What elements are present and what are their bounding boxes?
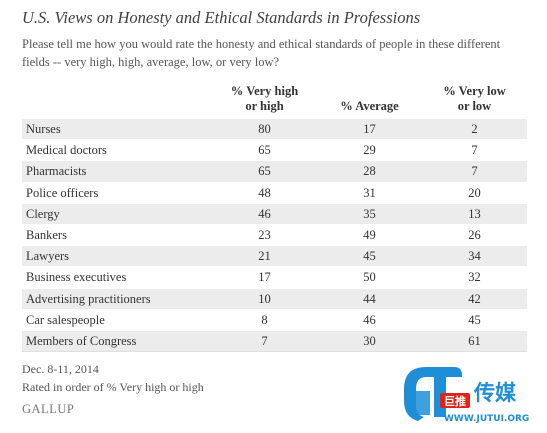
cell-very-high-or-high: 8 (212, 308, 317, 331)
footnote-order: Rated in order of % Very high or high (22, 380, 204, 394)
cell-very-low-or-low: 26 (422, 223, 527, 246)
cell-average: 29 (317, 139, 422, 161)
cell-label: Pharmacists (22, 160, 212, 183)
watermark-title: 传媒 (473, 381, 517, 405)
cell-very-low-or-low: 32 (422, 266, 527, 288)
cell-average: 50 (317, 266, 422, 288)
table-row: Nurses 80 17 2 (22, 117, 527, 140)
cell-very-low-or-low: 45 (422, 308, 527, 331)
cell-average: 17 (317, 117, 422, 140)
gallup-logo: GALLUP (22, 402, 75, 416)
cell-label: Lawyers (22, 245, 212, 267)
cell-label: Clergy (22, 202, 212, 225)
cell-very-low-or-low: 7 (422, 139, 527, 161)
watermark-url: WWW.JUTUI.ORG (444, 414, 529, 424)
header-cell-label (22, 84, 212, 119)
cell-label: Members of Congress (22, 329, 212, 353)
cell-very-high-or-high: 10 (212, 287, 317, 310)
cell-label: Business executives (22, 266, 212, 288)
table-row: Advertising practitioners 10 44 42 (22, 287, 527, 310)
cell-very-high-or-high: 23 (212, 223, 317, 246)
cell-average: 44 (317, 287, 422, 310)
table-row: Members of Congress 7 30 61 (22, 329, 527, 353)
chart-subtitle: Please tell me how you would rate the ho… (22, 37, 501, 69)
cell-label: Bankers (22, 223, 212, 246)
cell-average: 30 (317, 329, 422, 353)
cell-very-high-or-high: 48 (212, 181, 317, 204)
table-row: Business executives 17 50 32 (22, 266, 527, 288)
table-row: Pharmacists 65 28 7 (22, 160, 527, 183)
cell-label: Nurses (22, 117, 212, 140)
jutui-watermark-logo: 巨推 传媒 WWW.JUTUI.ORG (404, 367, 529, 424)
footnote-date: Dec. 8-11, 2014 (22, 362, 99, 376)
cell-very-high-or-high: 65 (212, 160, 317, 183)
cell-very-low-or-low: 61 (422, 329, 527, 353)
header-row: % Very high or high % Average % Very low o… (22, 84, 527, 119)
cell-very-high-or-high: 21 (212, 245, 317, 267)
cell-very-low-or-low: 7 (422, 160, 527, 183)
cell-label: Medical doctors (22, 139, 212, 161)
cell-very-low-or-low: 20 (422, 181, 527, 204)
header-cell-average: % Average (340, 99, 399, 113)
cell-label: Police officers (22, 181, 212, 204)
cell-very-high-or-high: 46 (212, 202, 317, 225)
table-row: Lawyers 21 45 34 (22, 245, 527, 267)
cell-average: 49 (317, 223, 422, 246)
cell-label: Car salespeople (22, 308, 212, 331)
cell-very-high-or-high: 65 (212, 139, 317, 161)
table-row: Medical doctors 65 29 7 (22, 139, 527, 161)
data-table: % Very high or high % Average % Very low o… (22, 84, 527, 353)
cell-very-high-or-high: 17 (212, 266, 317, 288)
cell-very-low-or-low: 13 (422, 202, 527, 225)
table-row: Police officers 48 31 20 (22, 181, 527, 204)
cell-average: 45 (317, 245, 422, 267)
table-row: Clergy 46 35 13 (22, 202, 527, 225)
cell-average: 28 (317, 160, 422, 183)
cell-average: 31 (317, 181, 422, 204)
header-cell-very-high-or-high: % Very high or high (230, 84, 299, 113)
watermark-tag: 巨推 (444, 394, 466, 408)
cell-very-low-or-low: 42 (422, 287, 527, 310)
cell-very-high-or-high: 7 (212, 329, 317, 353)
cell-very-low-or-low: 34 (422, 245, 527, 267)
header-cell-very-low-or-low: % Very low or low (443, 84, 506, 113)
cell-very-low-or-low: 2 (422, 117, 527, 140)
chart-title: U.S. Views on Honesty and Ethical Standa… (22, 8, 421, 27)
cell-label: Advertising practitioners (22, 287, 212, 310)
cell-average: 35 (317, 202, 422, 225)
cell-very-high-or-high: 80 (212, 117, 317, 140)
table-row: Car salespeople 8 46 45 (22, 308, 527, 331)
cell-average: 46 (317, 308, 422, 331)
table-row: Bankers 23 49 26 (22, 223, 527, 246)
